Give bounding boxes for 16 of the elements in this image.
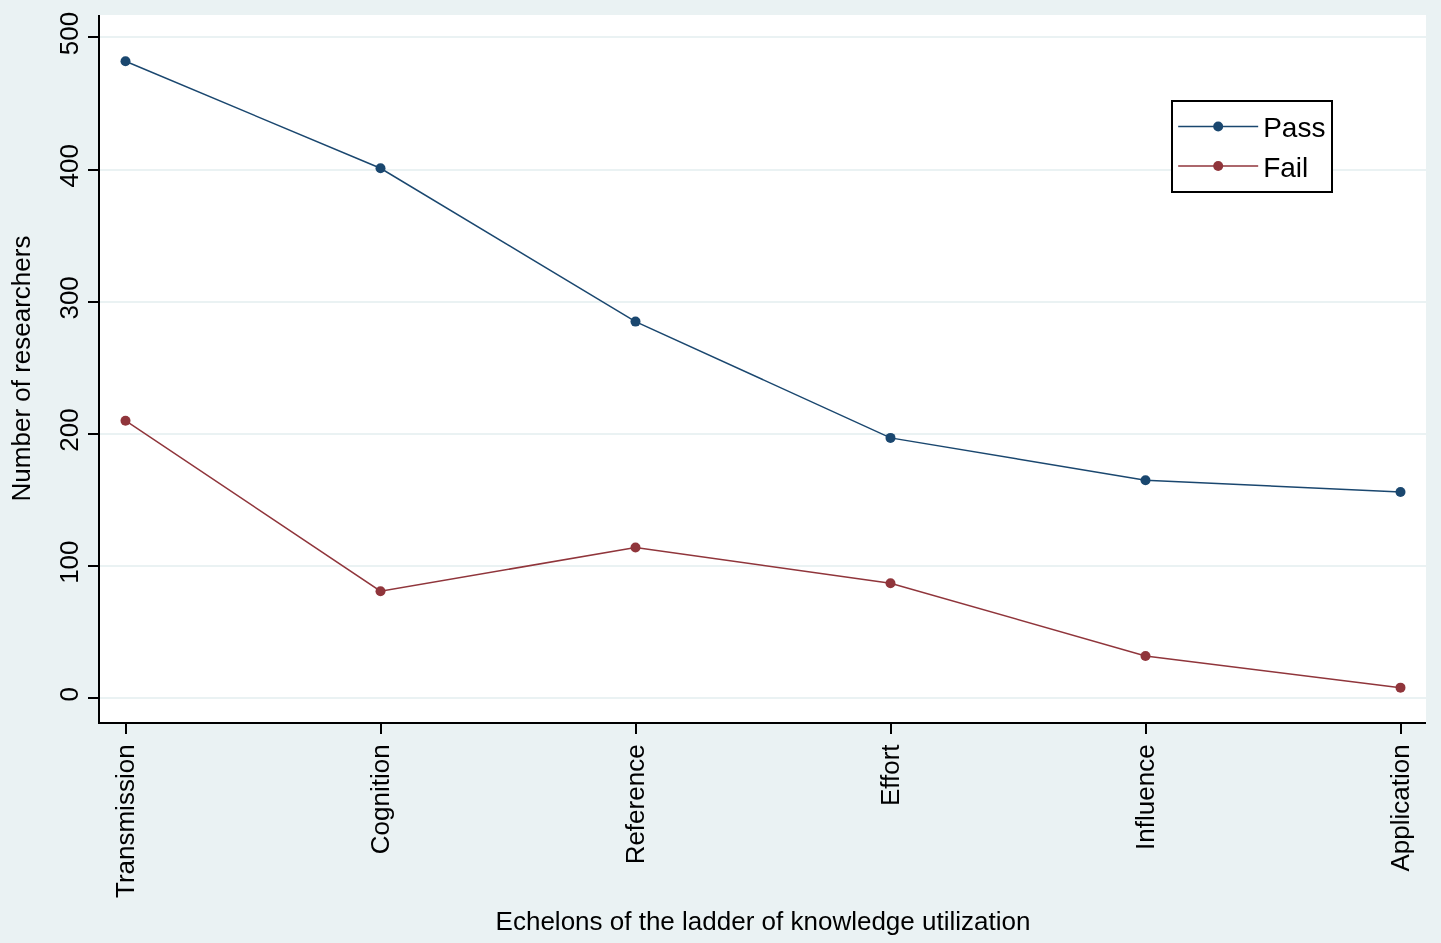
- legend-label: Pass: [1263, 112, 1326, 144]
- y-tick-label: 200: [53, 408, 84, 452]
- y-tick-label: 400: [53, 144, 84, 188]
- x-tick-label: Effort: [874, 743, 905, 807]
- x-tick-label: Application: [1384, 744, 1415, 872]
- x-tick-label: Influence: [1129, 744, 1160, 850]
- x-tick-label: Cognition: [364, 744, 395, 855]
- y-tick-label: 500: [53, 11, 84, 56]
- y-tick-label: 100: [53, 540, 84, 584]
- x-tick-label: Transmission: [109, 744, 140, 899]
- y-tick-label: 300: [53, 276, 84, 320]
- legend-label: Fail: [1263, 151, 1309, 183]
- x-tick-label: Reference: [619, 744, 650, 865]
- y-axis-title: Number of researchers: [6, 235, 37, 502]
- y-tick-label: 0: [53, 687, 84, 702]
- x-axis-title: Echelons of the ladder of knowledge utilization: [495, 906, 1031, 937]
